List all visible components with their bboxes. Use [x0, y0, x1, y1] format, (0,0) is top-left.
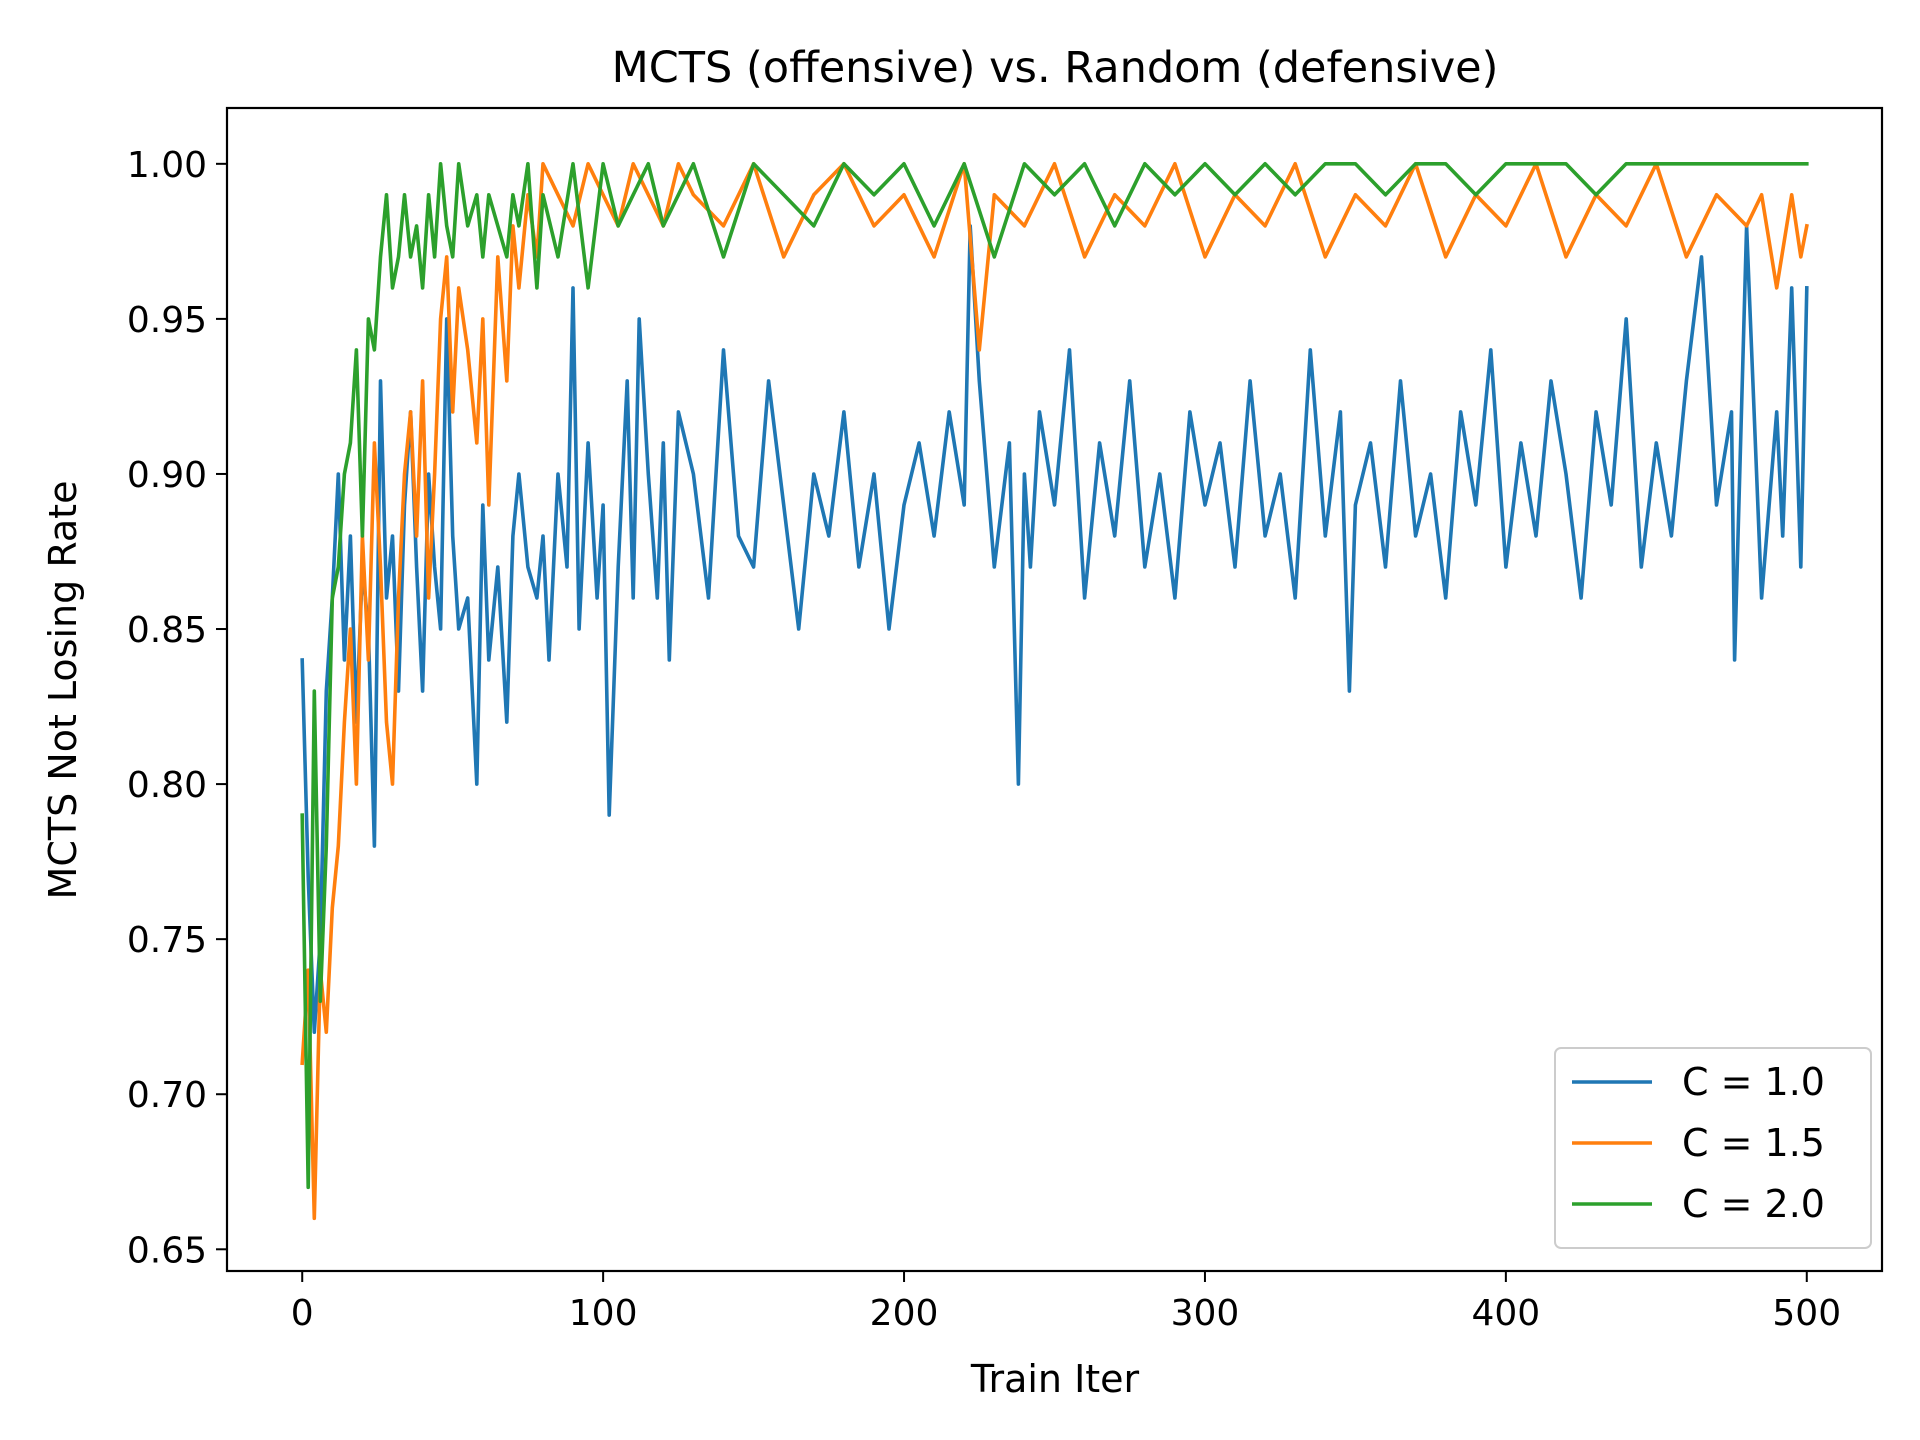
y-tick-label: 0.80: [127, 765, 207, 806]
x-axis-ticks: 0 100 200 300 400 500: [291, 1271, 1841, 1334]
y-axis-title: MCTS Not Losing Rate: [41, 481, 85, 900]
y-tick-label: 0.65: [127, 1230, 207, 1271]
chart-title: MCTS (offensive) vs. Random (defensive): [612, 43, 1499, 93]
y-tick-label: 0.85: [127, 610, 207, 651]
plot-frame: [225, 106, 1884, 1273]
legend-label: C = 1.5: [1682, 1121, 1825, 1165]
series-line-1: [300, 224, 1809, 1034]
y-tick-label: 0.70: [127, 1075, 207, 1116]
x-tick-label: 0: [291, 1293, 314, 1334]
x-tick-label: 400: [1472, 1293, 1541, 1334]
x-tick-label: 300: [1171, 1293, 1240, 1334]
legend-label: C = 2.0: [1682, 1182, 1825, 1226]
y-axis-ticks: 0.65 0.70 0.75 0.80 0.85 0.90 0.95 1.00: [127, 145, 227, 1271]
y-tick-label: 0.95: [127, 300, 207, 341]
y-tick-label: 1.00: [127, 145, 207, 186]
legend-label: C = 1.0: [1682, 1060, 1825, 1104]
x-axis-title: Train Iter: [970, 1357, 1140, 1401]
y-tick-label: 0.75: [127, 920, 207, 961]
series-line-3: [300, 162, 1809, 1190]
legend: C = 1.0 C = 1.5 C = 2.0: [1554, 1047, 1872, 1249]
y-tick-label: 0.90: [127, 455, 207, 496]
legend-frame: [1554, 1047, 1872, 1249]
series-line-2: [300, 162, 1809, 1221]
series-lines: [300, 162, 1809, 1221]
x-tick-label: 100: [569, 1293, 638, 1334]
x-tick-label: 500: [1772, 1293, 1841, 1334]
x-tick-label: 200: [870, 1293, 939, 1334]
